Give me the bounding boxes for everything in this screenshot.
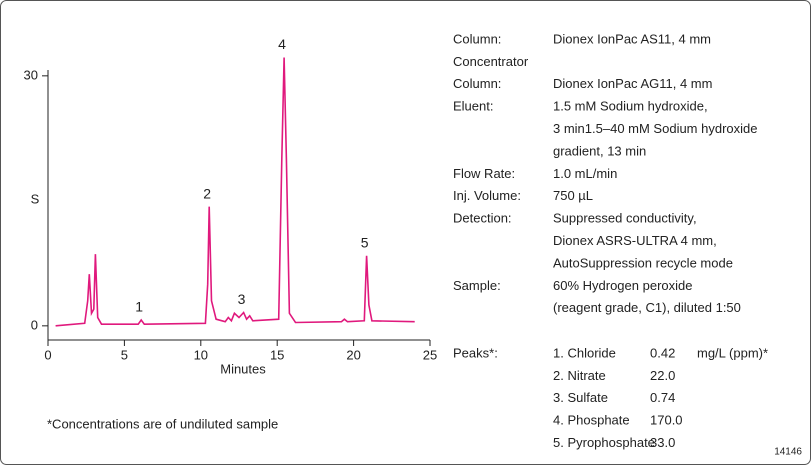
x-axis-label: Minutes (220, 361, 266, 376)
peak-amount: 0.42 (650, 345, 675, 360)
x-tick-label: 0 (44, 347, 51, 362)
condition-value: 1.5 mM Sodium hydroxide, (553, 99, 708, 114)
condition-value: 1.0 mL/min (553, 166, 617, 181)
peak-amount: 170.0 (650, 413, 683, 428)
peak-name: 4. Phosphate (553, 413, 630, 428)
peak-amount: 22.0 (650, 368, 675, 383)
condition-value: Suppressed conductivity, (553, 211, 697, 226)
peak-name: 1. Chloride (553, 345, 616, 360)
condition-label: Sample: (453, 278, 501, 293)
figure-id: 14146 (774, 447, 802, 458)
condition-value: 750 µL (553, 188, 593, 203)
condition-label: Concentrator (453, 54, 529, 69)
x-tick-label: 25 (423, 347, 437, 362)
condition-label: Column: (453, 76, 501, 91)
peak-name: 3. Sulfate (553, 390, 608, 405)
condition-label: Flow Rate: (453, 166, 515, 181)
y-tick-label: 0 (31, 317, 38, 332)
condition-value: (reagent grade, C1), diluted 1:50 (553, 300, 741, 315)
condition-label: Detection: (453, 211, 512, 226)
y-axis-label: S (31, 191, 40, 206)
peak-label: 1 (135, 299, 143, 315)
x-tick-label: 10 (194, 347, 208, 362)
condition-value: AutoSuppression recycle mode (553, 255, 733, 270)
peak-unit: mg/L (ppm)* (697, 345, 768, 360)
peak-label: 4 (278, 36, 286, 52)
condition-value: 60% Hydrogen peroxide (553, 278, 692, 293)
y-tick-label: 30 (24, 67, 38, 82)
peak-amount: 0.74 (650, 390, 675, 405)
condition-label: Eluent: (453, 99, 493, 114)
trace (55, 57, 415, 327)
condition-value: Dionex ASRS-ULTRA 4 mm, (553, 233, 717, 248)
x-tick-label: 20 (346, 347, 360, 362)
peak-label: 2 (203, 185, 211, 201)
condition-label: Column: (453, 31, 501, 46)
condition-label: Inj. Volume: (453, 188, 521, 203)
condition-value: Dionex IonPac AG11, 4 mm (553, 76, 712, 91)
peak-label: 5 (361, 235, 369, 251)
x-tick-label: 15 (270, 347, 284, 362)
peak-name: 2. Nitrate (553, 368, 606, 383)
peak-amount: 33.0 (650, 435, 675, 450)
footnote: *Concentrations are of undiluted sample (47, 416, 278, 431)
peak-label: 3 (238, 291, 246, 307)
peaks-label: Peaks*: (453, 345, 498, 360)
condition-value: Dionex IonPac AS11, 4 mm (553, 31, 711, 46)
x-tick-label: 5 (121, 347, 128, 362)
condition-value: gradient, 13 min (553, 143, 646, 158)
peak-name: 5. Pyrophosphate (553, 435, 655, 450)
condition-value: 3 min1.5–40 mM Sodium hydroxide (553, 121, 758, 136)
